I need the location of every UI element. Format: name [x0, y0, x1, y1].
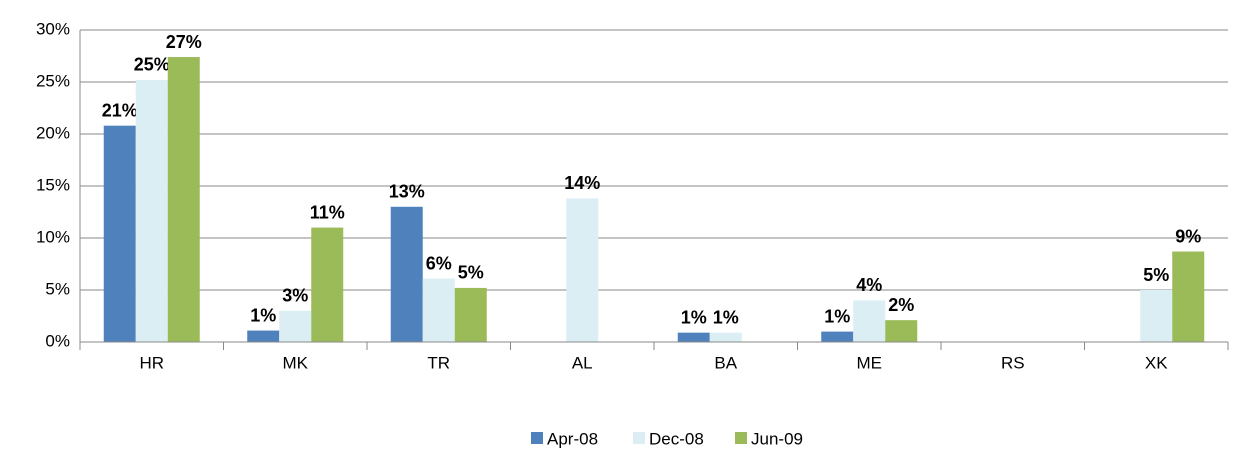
data-label: 1% [681, 307, 707, 327]
bar [853, 300, 886, 342]
y-tick-label: 0% [45, 331, 70, 350]
data-label: 1% [713, 307, 739, 327]
x-tick-label: TR [427, 353, 450, 372]
bar [103, 125, 136, 343]
data-label: 5% [458, 263, 484, 283]
y-tick-label: 30% [36, 19, 70, 38]
y-tick-label: 25% [36, 71, 70, 90]
legend-label: Apr-08 [547, 429, 598, 448]
bar [390, 206, 423, 342]
data-label: 14% [564, 173, 600, 193]
data-label: 9% [1175, 226, 1201, 246]
legend-swatch [633, 432, 645, 444]
data-label: 4% [856, 275, 882, 295]
bar [422, 278, 455, 342]
bar [885, 320, 918, 342]
bar [167, 57, 200, 342]
bar [821, 331, 854, 342]
legend-swatch [735, 432, 747, 444]
bar [1140, 290, 1173, 342]
data-label: 2% [888, 295, 914, 315]
x-tick-label: ME [857, 353, 883, 372]
x-tick-label: BA [714, 353, 737, 372]
y-tick-label: 15% [36, 175, 70, 194]
y-tick-label: 5% [45, 279, 70, 298]
data-label: 13% [389, 182, 425, 202]
data-label: 25% [134, 55, 170, 75]
x-tick-label: XK [1145, 353, 1168, 372]
bar [454, 287, 487, 342]
legend-label: Jun-09 [751, 429, 803, 448]
legend-label: Dec-08 [649, 429, 704, 448]
data-label: 6% [426, 253, 452, 273]
y-tick-label: 10% [36, 227, 70, 246]
y-tick-label: 20% [36, 123, 70, 142]
data-label: 3% [282, 286, 308, 306]
data-label: 1% [250, 305, 276, 325]
bar [135, 79, 168, 343]
data-label: 11% [310, 202, 345, 222]
bar [1172, 251, 1205, 342]
bar [709, 332, 742, 342]
data-label: 5% [1143, 265, 1169, 285]
data-label: 21% [102, 100, 138, 120]
x-tick-label: HR [139, 353, 164, 372]
x-tick-label: MK [283, 353, 309, 372]
legend-swatch [531, 432, 543, 444]
bar [279, 310, 312, 342]
bar [566, 198, 599, 342]
bar [677, 332, 710, 342]
x-tick-label: AL [572, 353, 593, 372]
bar [247, 330, 280, 342]
bar [311, 227, 344, 342]
x-tick-label: RS [1001, 353, 1025, 372]
data-label: 27% [166, 32, 202, 52]
data-label: 1% [824, 306, 850, 326]
